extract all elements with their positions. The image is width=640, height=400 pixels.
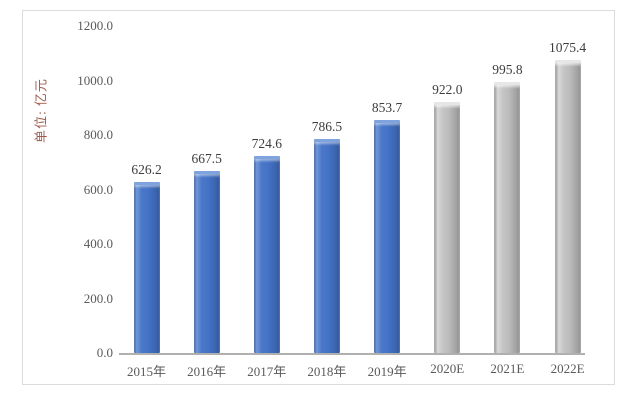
y-tick-label: 200.0 [83, 290, 113, 306]
x-axis-line [119, 353, 585, 355]
x-tick-label: 2018年 [307, 364, 347, 379]
bar-2017年[interactable] [253, 155, 280, 353]
bar-2021E[interactable] [494, 81, 521, 353]
x-tick-label: 2015年 [126, 364, 166, 379]
y-tick-label: 1000.0 [77, 72, 113, 88]
x-tick-label: 2017年 [247, 364, 287, 379]
y-tick-label: 800.0 [83, 127, 113, 142]
bar-2018年[interactable] [313, 138, 340, 353]
bar-2016年[interactable] [193, 171, 220, 353]
x-tick-label: 2021E [490, 361, 525, 376]
bar-value-label: 1075.4 [548, 39, 587, 55]
x-tick-label: 2022E [550, 361, 585, 376]
x-tick-label: 2019年 [367, 364, 407, 379]
x-tick-label: 2016年 [187, 364, 227, 379]
bar-2020E[interactable] [434, 101, 461, 353]
bar-2015年[interactable] [133, 182, 160, 353]
bar-2022E[interactable] [554, 59, 581, 353]
bar-2019年[interactable] [374, 120, 401, 353]
chart-frame: 单位: 亿元 0.0 200.0 400.0 600.0 800.0 1000.0 1200… [22, 10, 615, 385]
bar-value-label: 995.8 [492, 61, 523, 77]
bar-value-label: 786.5 [311, 118, 343, 134]
y-tick-label: 0.0 [96, 345, 113, 360]
bar-value-label: 922.0 [432, 81, 463, 97]
bar-value-label: 667.5 [191, 151, 222, 167]
bar-value-label: 724.6 [251, 135, 282, 151]
bar-value-label: 853.7 [371, 100, 403, 116]
y-tick-label: 400.0 [83, 236, 113, 251]
x-tick-label: 2020E [430, 361, 465, 376]
bar-value-label: 626.2 [131, 162, 162, 178]
y-tick-label: 1200.0 [77, 18, 113, 33]
y-tick-label: 600.0 [83, 181, 113, 197]
